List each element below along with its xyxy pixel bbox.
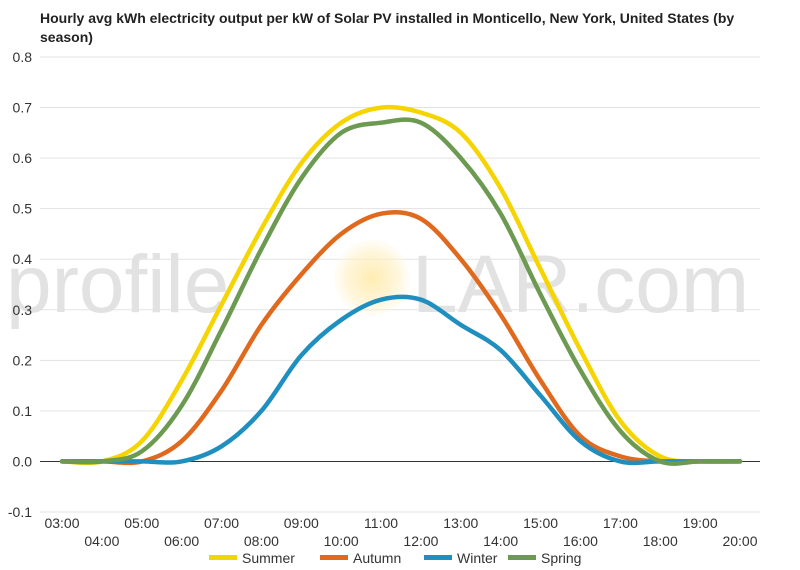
x-tick-label: 04:00 <box>84 533 119 549</box>
y-tick-label: 0.1 <box>13 403 33 419</box>
legend-label: Winter <box>457 550 498 566</box>
legend-swatch <box>424 555 452 560</box>
series-line-spring <box>59 117 743 466</box>
x-tick-label: 07:00 <box>204 515 239 531</box>
x-tick-label: 13:00 <box>443 515 478 531</box>
legend-swatch <box>209 555 237 560</box>
legend-item-winter[interactable]: Winter <box>424 550 498 566</box>
x-tick-label: 18:00 <box>643 533 678 549</box>
grid-lines <box>40 56 760 513</box>
y-tick-label: 0.4 <box>13 251 33 267</box>
legend-label: Summer <box>242 550 295 566</box>
x-tick-label: 14:00 <box>483 533 518 549</box>
chart-title: Hourly avg kWh electricity output per kW… <box>40 10 735 45</box>
legend-label: Spring <box>541 550 581 566</box>
x-tick-label: 15:00 <box>523 515 558 531</box>
y-tick-label: 0.6 <box>13 150 33 166</box>
legend-label: Autumn <box>353 550 401 566</box>
x-tick-label: 19:00 <box>683 515 718 531</box>
x-tick-label: 05:00 <box>124 515 159 531</box>
x-tick-label: 17:00 <box>603 515 638 531</box>
y-tick-label: 0.7 <box>13 100 33 116</box>
x-tick-label: 20:00 <box>722 533 757 549</box>
x-tick-label: 16:00 <box>563 533 598 549</box>
legend-swatch <box>320 555 348 560</box>
legend-item-spring[interactable]: Spring <box>508 550 581 566</box>
y-tick-label: -0.1 <box>8 504 32 520</box>
y-tick-label: 0.5 <box>13 201 33 217</box>
watermark-logo: profile LAR.com <box>6 239 749 330</box>
x-tick-label: 11:00 <box>364 515 398 531</box>
series-line-winter <box>59 294 743 466</box>
x-tick-label: 06:00 <box>164 533 199 549</box>
legend: Summer Autumn Winter Spring <box>209 550 581 566</box>
x-tick-label: 03:00 <box>44 515 79 531</box>
series-line-autumn <box>59 209 743 466</box>
legend-item-summer[interactable]: Summer <box>209 550 295 566</box>
legend-item-autumn[interactable]: Autumn <box>320 550 401 566</box>
y-tick-label: 0.8 <box>13 49 33 65</box>
x-tick-label: 08:00 <box>244 533 279 549</box>
y-tick-label: 0.3 <box>13 302 33 318</box>
x-tick-label: 10:00 <box>324 533 359 549</box>
x-tick-label: 09:00 <box>284 515 319 531</box>
y-tick-label: 0.2 <box>13 352 33 368</box>
x-axis-ticks: 03:00 04:00 05:00 06:00 07:00 08:00 09:00 10:00… <box>44 515 757 549</box>
y-tick-label: 0.0 <box>13 453 33 469</box>
series-line-summer <box>59 104 743 466</box>
watermark-text-left: profile <box>6 239 229 330</box>
legend-swatch <box>508 555 536 560</box>
series-lines <box>59 104 743 466</box>
watermark-text-right: LAR.com <box>412 239 749 330</box>
x-tick-label: 12:00 <box>403 533 438 549</box>
y-axis-ticks: 0.8 0.7 0.6 0.5 0.4 0.3 0.2 0.1 0.0 -0.1 <box>8 49 32 520</box>
